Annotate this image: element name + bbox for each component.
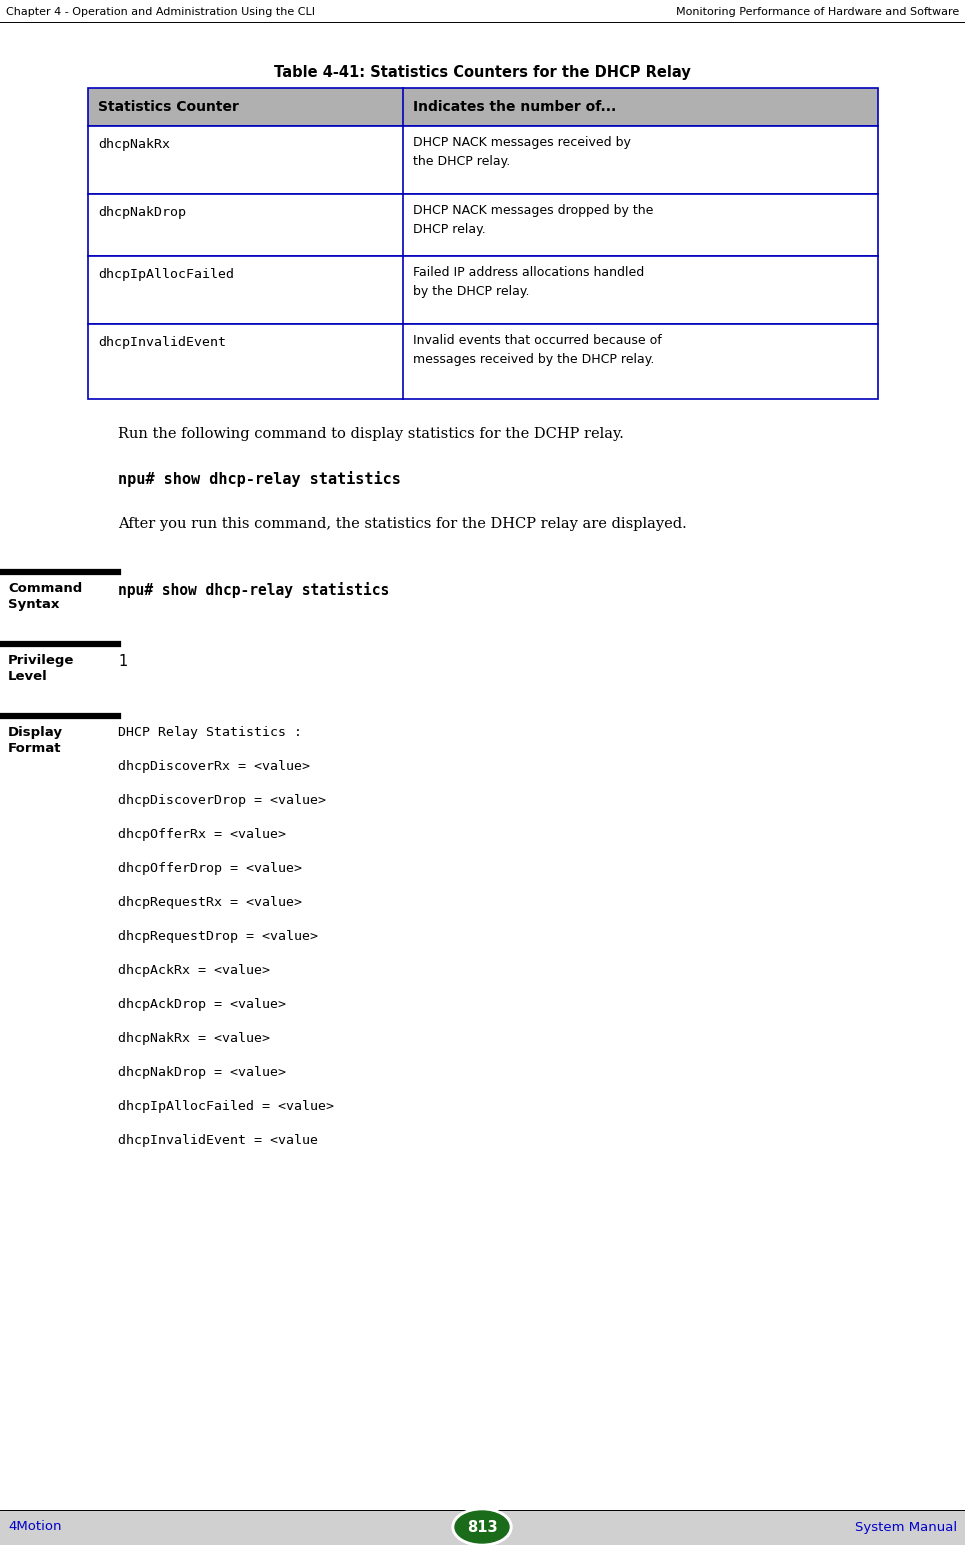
Text: Invalid events that occurred because of
messages received by the DHCP relay.: Invalid events that occurred because of … — [413, 334, 662, 366]
Text: dhcpDiscoverDrop = <value>: dhcpDiscoverDrop = <value> — [118, 794, 326, 806]
Text: Failed IP address allocations handled
by the DHCP relay.: Failed IP address allocations handled by… — [413, 266, 645, 298]
Text: dhcpIpAllocFailed: dhcpIpAllocFailed — [98, 267, 234, 281]
Text: dhcpNakDrop = <value>: dhcpNakDrop = <value> — [118, 1066, 286, 1078]
Text: Monitoring Performance of Hardware and Software: Monitoring Performance of Hardware and S… — [676, 8, 959, 17]
Text: Run the following command to display statistics for the DCHP relay.: Run the following command to display sta… — [118, 426, 624, 440]
Text: dhcpAckRx = <value>: dhcpAckRx = <value> — [118, 964, 270, 976]
Bar — [88, 88, 878, 127]
Text: dhcpAckDrop = <value>: dhcpAckDrop = <value> — [118, 998, 286, 1010]
Text: npu# show dhcp-relay statistics: npu# show dhcp-relay statistics — [118, 471, 400, 487]
Text: System Manual: System Manual — [855, 1520, 957, 1534]
Text: Privilege
Level: Privilege Level — [8, 654, 74, 683]
Text: npu# show dhcp-relay statistics: npu# show dhcp-relay statistics — [118, 582, 389, 598]
Bar — [0, 1509, 965, 1545]
Text: dhcpNakRx: dhcpNakRx — [98, 138, 170, 151]
Text: dhcpInvalidEvent: dhcpInvalidEvent — [98, 335, 226, 349]
Ellipse shape — [452, 1508, 512, 1545]
Text: Chapter 4 - Operation and Administration Using the CLI: Chapter 4 - Operation and Administration… — [6, 8, 315, 17]
Text: 813: 813 — [467, 1519, 497, 1534]
Text: dhcpNakRx = <value>: dhcpNakRx = <value> — [118, 1032, 270, 1044]
Text: dhcpOfferDrop = <value>: dhcpOfferDrop = <value> — [118, 862, 302, 874]
Text: Statistics Counter: Statistics Counter — [98, 100, 239, 114]
Text: 1: 1 — [118, 654, 127, 669]
Text: DHCP Relay Statistics :: DHCP Relay Statistics : — [118, 726, 302, 739]
Ellipse shape — [455, 1511, 509, 1543]
Text: dhcpNakDrop: dhcpNakDrop — [98, 205, 186, 219]
Text: DHCP NACK messages received by
the DHCP relay.: DHCP NACK messages received by the DHCP … — [413, 136, 631, 167]
Bar — [88, 195, 878, 256]
Text: Indicates the number of...: Indicates the number of... — [413, 100, 617, 114]
Text: Table 4-41: Statistics Counters for the DHCP Relay: Table 4-41: Statistics Counters for the … — [274, 65, 690, 79]
Bar — [88, 324, 878, 399]
Text: After you run this command, the statistics for the DHCP relay are displayed.: After you run this command, the statisti… — [118, 518, 687, 531]
Text: dhcpInvalidEvent = <value: dhcpInvalidEvent = <value — [118, 1134, 318, 1146]
Text: Display
Format: Display Format — [8, 726, 63, 756]
Text: dhcpRequestDrop = <value>: dhcpRequestDrop = <value> — [118, 930, 318, 942]
Text: dhcpDiscoverRx = <value>: dhcpDiscoverRx = <value> — [118, 760, 310, 772]
Text: dhcpIpAllocFailed = <value>: dhcpIpAllocFailed = <value> — [118, 1100, 334, 1112]
Text: dhcpRequestRx = <value>: dhcpRequestRx = <value> — [118, 896, 302, 908]
Text: Command
Syntax: Command Syntax — [8, 582, 82, 610]
Text: 4Motion: 4Motion — [8, 1520, 62, 1534]
Bar — [88, 256, 878, 324]
Bar — [88, 127, 878, 195]
Text: dhcpOfferRx = <value>: dhcpOfferRx = <value> — [118, 828, 286, 840]
Text: DHCP NACK messages dropped by the
DHCP relay.: DHCP NACK messages dropped by the DHCP r… — [413, 204, 653, 235]
